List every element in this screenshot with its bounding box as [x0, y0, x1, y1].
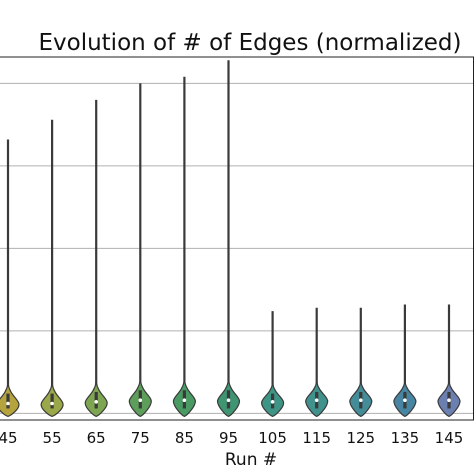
x-tick-label-75: 75 [131, 429, 150, 447]
x-tick-label-105: 105 [258, 429, 287, 447]
violin-135 [393, 304, 417, 418]
x-tick-label-145: 145 [435, 429, 464, 447]
violin-median-75 [138, 398, 143, 403]
violin-65 [84, 99, 108, 418]
x-tick-label-125: 125 [346, 429, 375, 447]
x-tick-label-115: 115 [302, 429, 331, 447]
x-tick-label-55: 55 [43, 429, 62, 447]
x-axis-label: Run # [225, 450, 277, 470]
violin-75 [128, 83, 152, 418]
violin-115 [305, 307, 329, 418]
x-tick-label-135: 135 [391, 429, 420, 447]
x-tick-label-85: 85 [175, 429, 194, 447]
violin-median-55 [50, 401, 54, 406]
violin-box-55 [50, 393, 54, 409]
chart-title: Evolution of # of Edges (normalized) [38, 30, 461, 56]
violin-median-45 [6, 401, 10, 406]
violin-55 [40, 119, 64, 418]
x-tick-labels: 45 55 65 75 85 95 105 115 125 135 145 [0, 429, 463, 447]
violins [0, 60, 461, 418]
violin-median-125 [359, 398, 363, 403]
violin-median-115 [314, 398, 319, 403]
violin-45 [0, 139, 20, 418]
violin-box-45 [6, 393, 10, 409]
violin-median-85 [182, 398, 187, 403]
violin-145 [437, 304, 461, 418]
violin-105 [260, 311, 285, 418]
violin-median-65 [94, 400, 98, 404]
violin-median-145 [447, 398, 451, 403]
violin-median-135 [403, 398, 407, 403]
violin-median-95 [226, 398, 231, 403]
violin-median-105 [270, 400, 275, 404]
x-tick-label-45: 45 [0, 429, 18, 447]
violin-95 [216, 60, 241, 418]
x-tick-label-65: 65 [87, 429, 106, 447]
violin-85 [172, 76, 197, 418]
gridlines [0, 82, 474, 414]
x-tick-label-95: 95 [219, 429, 238, 447]
violin-125 [349, 307, 373, 418]
